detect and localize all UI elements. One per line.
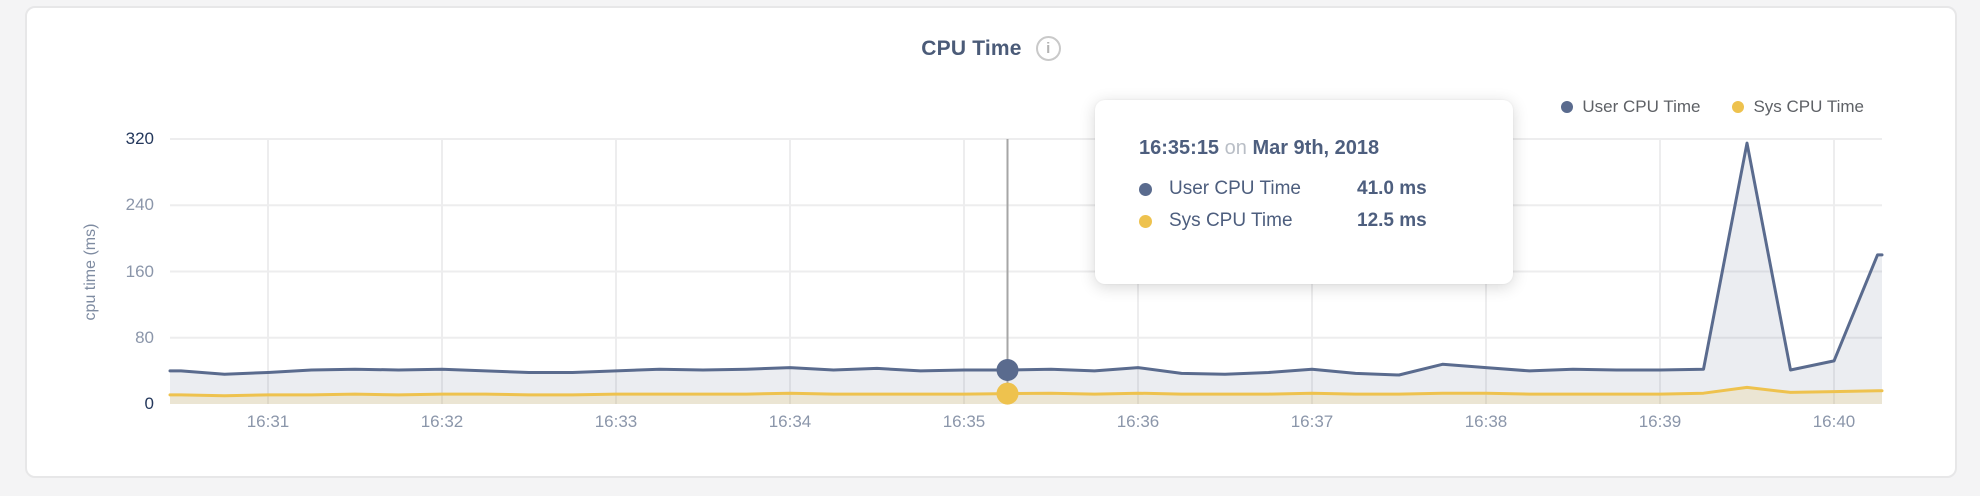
chart-legend: User CPU Time Sys CPU Time [1561,97,1864,117]
tooltip-row-user: User CPU Time 41.0 ms [1139,173,1485,205]
chart-header: CPU Time i [27,36,1955,61]
y-tick-label: 160 [125,261,154,281]
hover-tooltip: 16:35:15 on Mar 9th, 2018 User CPU Time … [1095,100,1513,284]
info-icon[interactable]: i [1035,36,1061,61]
y-tick-label: 80 [135,327,154,347]
x-tick-label: 16:32 [420,412,464,431]
x-tick-label: 16:35 [942,412,986,431]
x-tick-label: 16:31 [246,412,290,431]
series-line-user-cpu-time [168,141,1884,377]
user-series-dot-icon [1139,182,1152,196]
info-icon-glyph: i [1046,40,1051,57]
chart-card: CPU Time i User CPU Time Sys CPU Time cp… [25,6,1957,478]
x-tick-label: 16:39 [1638,412,1682,431]
y-tick-label: 240 [125,195,154,215]
legend-label: User CPU Time [1582,97,1701,116]
tooltip-row-sys: Sys CPU Time 12.5 ms [1139,205,1485,237]
hover-dot-user-cpu-time [996,359,1019,381]
sys-series-dot-icon [1139,214,1152,228]
chart-title: CPU Time [921,36,1022,60]
tooltip-series-label: Sys CPU Time [1169,210,1293,231]
series-line-sys-cpu-time [168,385,1884,398]
legend-item-sys-cpu-time[interactable]: Sys CPU Time [1732,97,1864,117]
x-tick-label: 16:38 [1464,412,1508,431]
tooltip-time: 16:35:15 [1139,137,1220,159]
hover-dot-sys-cpu-time [996,382,1019,405]
tooltip-header: 16:35:15 on Mar 9th, 2018 [1139,137,1485,160]
legend-item-user-cpu-time[interactable]: User CPU Time [1561,97,1700,117]
x-tick-label: 16:40 [1812,412,1856,431]
sys-series-dot-icon [1732,101,1745,113]
y-tick-label: 0 [144,394,154,413]
x-tick-label: 16:37 [1290,412,1334,431]
x-tick-label: 16:36 [1116,412,1160,431]
series-area-sys-cpu-time [170,387,1882,404]
user-series-dot-icon [1561,101,1574,113]
plot-area[interactable] [27,8,1959,480]
x-tick-label: 16:34 [768,412,812,431]
tooltip-series-value: 12.5 ms [1357,210,1427,231]
y-tick-label: 320 [125,129,154,148]
tooltip-conjunction: on [1224,137,1247,159]
tooltip-series-value: 41.0 ms [1357,178,1427,199]
tooltip-date: Mar 9th, 2018 [1252,137,1380,159]
x-tick-label: 16:33 [594,412,638,431]
legend-label: Sys CPU Time [1753,97,1864,116]
tooltip-series-label: User CPU Time [1169,178,1301,199]
series-area-user-cpu-time [170,143,1882,404]
